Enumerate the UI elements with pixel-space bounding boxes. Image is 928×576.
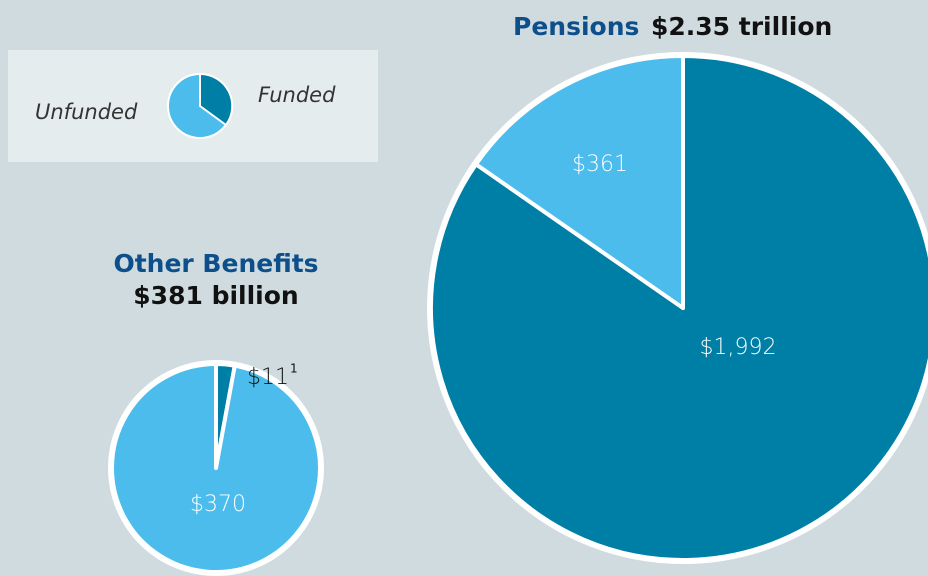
- legend-label: Funded: [258, 83, 336, 107]
- legend-label: Unfunded: [35, 100, 138, 124]
- chart-title: Pensions: [513, 12, 639, 41]
- data-label: $370: [190, 492, 246, 517]
- chart-subtitle: $381 billion: [133, 281, 298, 310]
- data-label: $11: [247, 365, 289, 390]
- pie-slice: [110, 362, 322, 574]
- chart-title: Other Benefits: [113, 249, 318, 278]
- pie-slice: [473, 54, 685, 310]
- footnote-mark: 1: [290, 362, 298, 376]
- data-label: $361: [572, 152, 628, 177]
- chart-subtitle: $2.35 trillion: [651, 12, 832, 41]
- legend-icon: [167, 72, 234, 139]
- data-label: $1,992: [700, 335, 777, 360]
